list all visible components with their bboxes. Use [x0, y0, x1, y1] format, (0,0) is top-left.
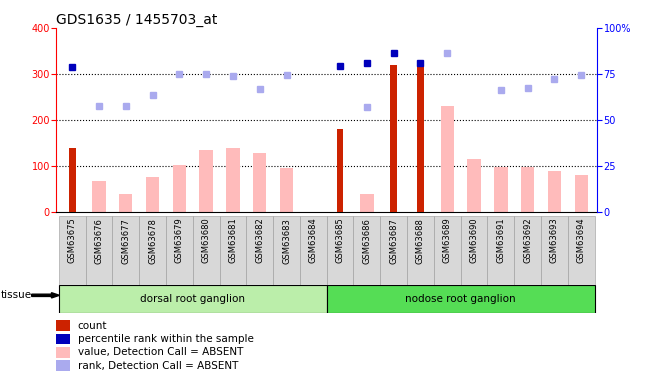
Bar — [56, 347, 70, 358]
Text: percentile rank within the sample: percentile rank within the sample — [78, 334, 253, 344]
Bar — [193, 216, 220, 285]
Bar — [300, 216, 327, 285]
Text: GSM63687: GSM63687 — [389, 218, 398, 264]
Bar — [220, 216, 246, 285]
Text: GSM63680: GSM63680 — [202, 218, 211, 264]
Text: GSM63679: GSM63679 — [175, 218, 184, 264]
Text: GSM63694: GSM63694 — [577, 218, 585, 263]
Bar — [354, 216, 380, 285]
Bar — [541, 216, 568, 285]
Text: GSM63677: GSM63677 — [121, 218, 130, 264]
Bar — [253, 153, 267, 212]
Bar — [92, 181, 106, 212]
Bar — [568, 216, 595, 285]
Text: GSM63685: GSM63685 — [335, 218, 345, 264]
Bar — [226, 148, 240, 212]
Bar — [56, 360, 70, 371]
Bar — [69, 148, 75, 212]
Bar — [521, 167, 535, 212]
Bar — [173, 165, 186, 212]
Bar — [119, 194, 133, 212]
Bar — [514, 216, 541, 285]
Bar — [56, 334, 70, 344]
Text: value, Detection Call = ABSENT: value, Detection Call = ABSENT — [78, 347, 243, 357]
Bar — [467, 159, 480, 212]
Bar — [139, 216, 166, 285]
Bar — [337, 129, 343, 212]
Text: GSM63684: GSM63684 — [309, 218, 318, 264]
Bar — [112, 216, 139, 285]
Bar — [86, 216, 112, 285]
Bar — [407, 216, 434, 285]
Text: GSM63686: GSM63686 — [362, 218, 372, 264]
Bar — [199, 150, 213, 212]
Bar — [390, 65, 397, 212]
Text: GDS1635 / 1455703_at: GDS1635 / 1455703_at — [56, 13, 218, 27]
Bar — [441, 106, 454, 212]
Bar — [434, 216, 461, 285]
Bar — [417, 65, 424, 212]
Text: GSM63675: GSM63675 — [68, 218, 77, 264]
Bar — [488, 216, 514, 285]
Bar — [548, 171, 561, 212]
Bar — [146, 177, 159, 212]
Text: GSM63678: GSM63678 — [148, 218, 157, 264]
Text: dorsal root ganglion: dorsal root ganglion — [140, 294, 246, 304]
Bar — [574, 175, 588, 212]
Bar — [273, 216, 300, 285]
Text: GSM63691: GSM63691 — [496, 218, 506, 263]
Text: tissue: tissue — [1, 290, 32, 300]
Text: GSM63676: GSM63676 — [94, 218, 104, 264]
Bar — [166, 216, 193, 285]
Text: count: count — [78, 321, 107, 331]
Bar — [56, 320, 70, 331]
Bar — [59, 285, 327, 313]
Text: GSM63683: GSM63683 — [282, 218, 291, 264]
Text: GSM63692: GSM63692 — [523, 218, 532, 263]
Text: GSM63682: GSM63682 — [255, 218, 264, 264]
Bar — [280, 168, 293, 212]
Text: GSM63689: GSM63689 — [443, 218, 451, 264]
Text: GSM63688: GSM63688 — [416, 218, 425, 264]
Text: rank, Detection Call = ABSENT: rank, Detection Call = ABSENT — [78, 361, 238, 370]
Bar — [327, 216, 354, 285]
Bar — [461, 216, 488, 285]
Bar — [494, 167, 508, 212]
Bar — [246, 216, 273, 285]
Text: nodose root ganglion: nodose root ganglion — [405, 294, 516, 304]
Text: GSM63690: GSM63690 — [469, 218, 478, 263]
Text: GSM63693: GSM63693 — [550, 218, 559, 264]
Bar — [327, 285, 595, 313]
Bar — [360, 194, 374, 212]
Bar — [380, 216, 407, 285]
Text: GSM63681: GSM63681 — [228, 218, 238, 264]
Bar — [59, 216, 86, 285]
